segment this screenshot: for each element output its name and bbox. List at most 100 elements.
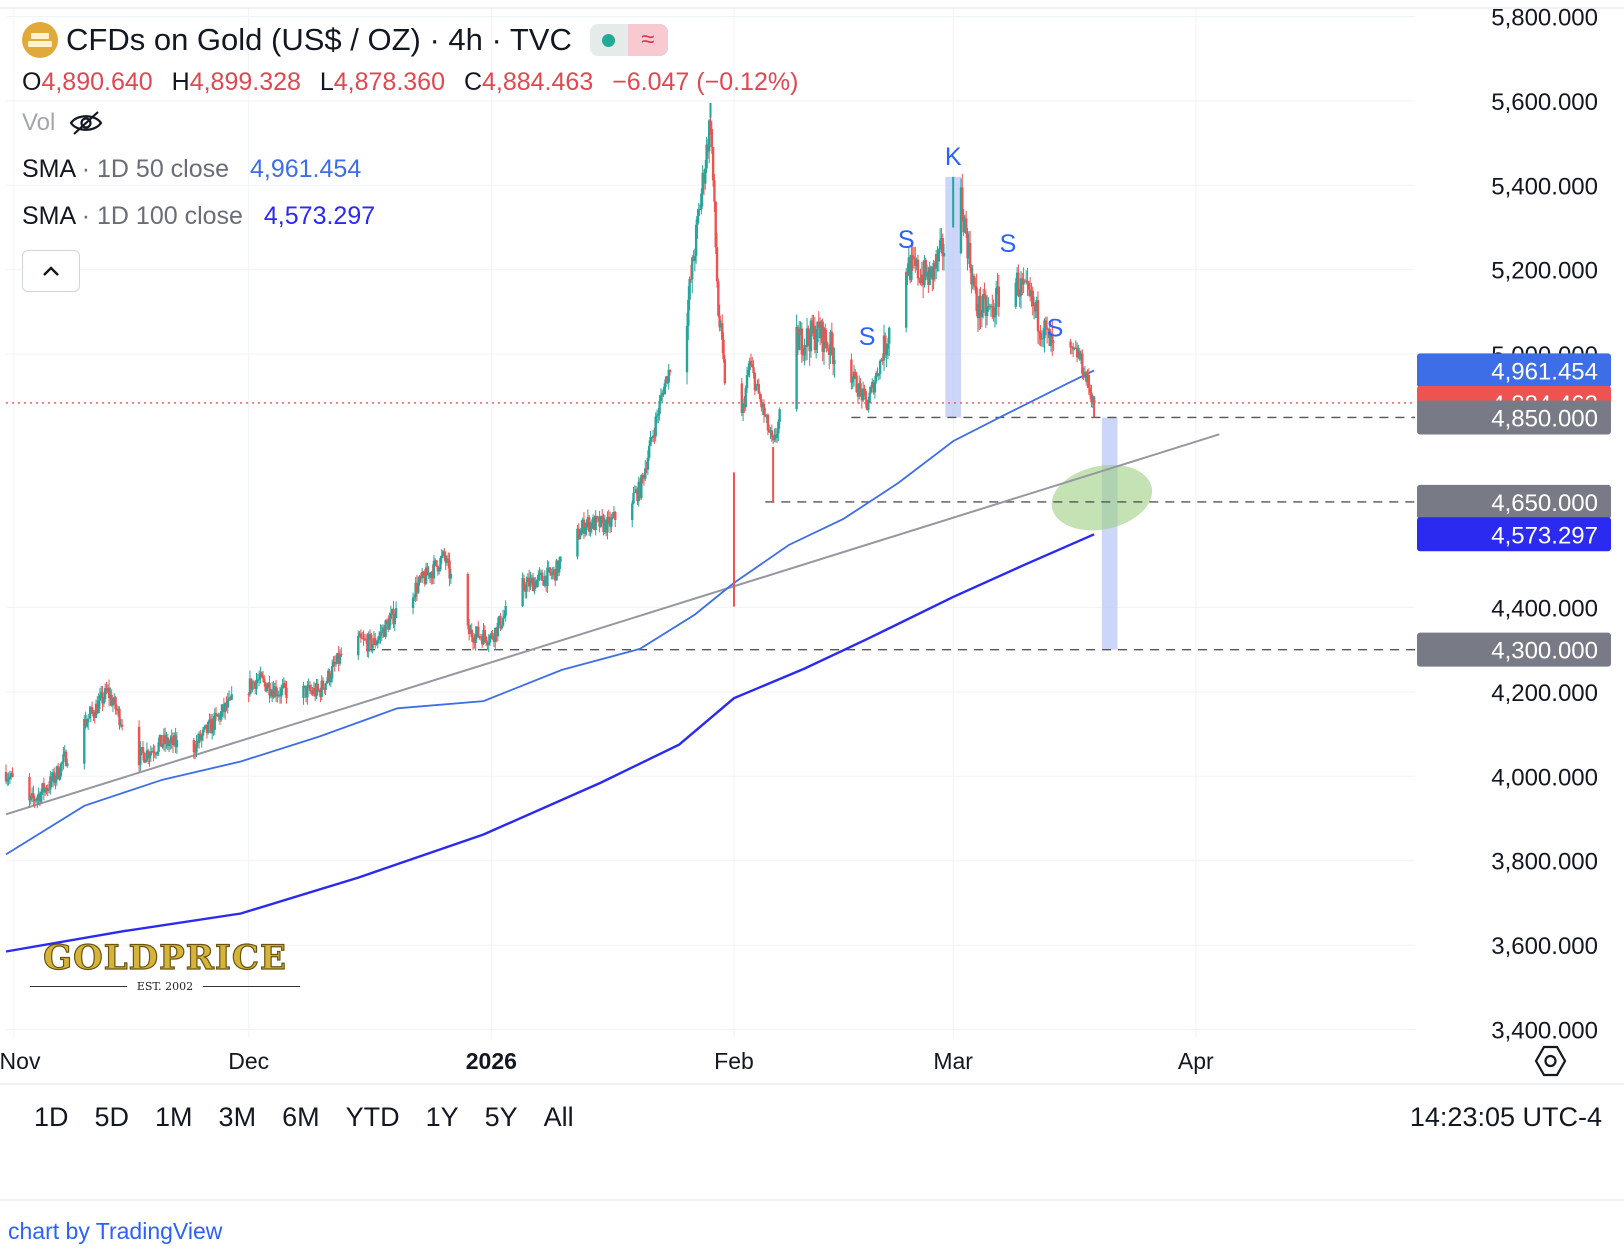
hidden-eye-icon[interactable] [69,110,103,136]
candle-body [976,310,980,319]
candle-body [253,682,257,689]
candle-body [804,344,807,347]
candle-body [1035,300,1038,312]
timeframe-1d-button[interactable]: 1D [34,1102,69,1132]
candle-body [260,672,263,677]
candle-body [855,375,858,393]
candle-body [971,276,974,285]
candle-body [719,323,723,328]
volume-indicator-row[interactable]: Vol [22,109,810,137]
timeframe-1m-button[interactable]: 1M [155,1102,193,1132]
candle-body [205,724,209,733]
candle-body [610,517,613,527]
candle-body [394,608,398,618]
x-tick-label: 2026 [466,1048,517,1074]
candle-body [337,653,340,664]
timeframe-3m-button[interactable]: 3M [218,1102,257,1132]
candle-body [278,694,282,697]
candle-body [757,383,760,394]
candle-body [979,295,982,318]
clock-timezone[interactable]: 14:23:05 UTC-4 [1409,1102,1602,1132]
candle-body [544,575,548,586]
candle-body [263,678,266,683]
candle-body [753,372,757,391]
axis-settings-gear-icon[interactable] [1534,1045,1567,1077]
candle-body [175,740,179,748]
timeframe-ytd-button[interactable]: YTD [345,1102,400,1132]
candle-body [268,682,271,696]
collapse-legend-button[interactable] [22,250,80,292]
candle-body [765,414,768,417]
candle-body [550,573,553,576]
candle-body [1018,295,1021,297]
candle-body [414,582,417,597]
candle-body [1015,272,1019,283]
candle-body [120,724,124,727]
candle-body [980,312,984,318]
timeframe-5d-button[interactable]: 5D [94,1102,130,1132]
candle-body [910,255,913,281]
candle-body [632,492,635,504]
candle-body [419,576,423,579]
candle-body [867,402,870,410]
candle-body [559,556,562,562]
candle-body [529,578,532,587]
candle-body [850,359,853,383]
candle-body [747,370,750,376]
timeframe-5y-button[interactable]: 5Y [484,1102,518,1132]
delayed-data-icon[interactable]: ≈ [627,24,668,56]
candle-body [541,572,544,581]
candle-body [876,372,879,376]
candle-body [581,519,584,529]
candle-body [208,719,211,722]
candle-body [1052,341,1055,343]
sma50-legend[interactable]: SMA · 1D 50 close 4,961.454 [22,155,810,184]
sma50-value: 4,961.454 [250,155,362,183]
candle-body [340,653,343,656]
candle-body [918,278,921,280]
candle-body [831,346,835,365]
candle-body [83,719,86,764]
gold-bars-icon [22,22,58,58]
tradingview-credit-link[interactable]: chart by TradingView [8,1218,223,1244]
candle-body [1027,283,1031,290]
candle-body [230,694,233,700]
candle-body [304,685,308,698]
candle-body [42,783,46,793]
candle-body [997,286,1001,307]
candle-body [316,683,320,690]
candle-body [828,348,831,355]
candle-body [366,640,369,652]
candle-body [666,376,669,383]
symbol-title[interactable]: CFDs on Gold (US$ / OZ) · 4h · TVC [66,22,572,57]
candle-body [752,367,755,373]
market-status-pill[interactable]: ≈ [589,24,668,56]
candle-body [88,713,91,719]
candle-body [754,384,758,391]
timeframe-1y-button[interactable]: 1Y [425,1102,459,1132]
candle-body [771,436,775,440]
candle-body [85,722,89,727]
candle-body [358,633,361,637]
sma50-name: SMA [22,155,75,183]
candle-body [1017,272,1020,297]
candle-body [165,737,168,745]
candle-body [323,688,326,690]
candle-body [313,688,317,697]
candle-body [821,321,824,353]
candle-body [608,517,612,527]
timeframe-all-button[interactable]: All [543,1102,574,1132]
market-open-indicator[interactable] [589,24,628,56]
candle-body [371,644,374,649]
candle-body [585,522,588,528]
candle-body [907,257,911,276]
projection-zone-rect [1101,417,1118,650]
timeframe-6m-button[interactable]: 6M [282,1102,320,1132]
candle-body [942,253,946,257]
candle-body [38,793,42,802]
sma100-legend[interactable]: SMA · 1D 100 close 4,573.297 [22,202,810,231]
candle-body [637,481,640,502]
candle-body [495,627,498,637]
candle-body [714,201,717,248]
